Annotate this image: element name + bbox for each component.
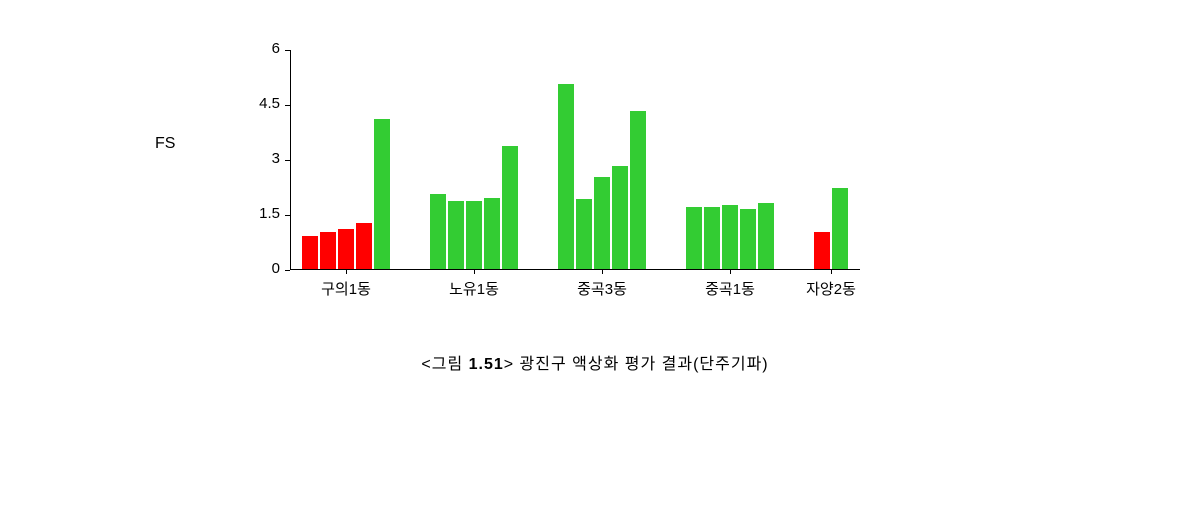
x-tick-mark [602, 269, 603, 274]
x-tick-mark [730, 269, 731, 274]
plot-area [290, 50, 860, 270]
bar [558, 84, 574, 269]
bar [630, 111, 646, 269]
x-group-label: 중곡1동 [690, 278, 770, 299]
bar [612, 166, 628, 269]
bar [302, 236, 318, 269]
x-tick-mark [346, 269, 347, 274]
bar [722, 205, 738, 269]
bar [704, 207, 720, 269]
y-tick-label: 0 [240, 260, 280, 277]
bar [356, 223, 372, 269]
caption-number: 1.51 [469, 356, 504, 373]
bar [594, 177, 610, 269]
bar [502, 146, 518, 269]
chart-container: 0 1.5 3 4.5 6 구의1동 노유1동 중곡3동 중곡1동 자양2동 [195, 40, 895, 300]
y-tick-mark [285, 270, 290, 271]
bar [320, 232, 336, 269]
x-group-label: 노유1동 [434, 278, 514, 299]
y-tick-label: 4.5 [240, 95, 280, 112]
bar [338, 229, 354, 269]
y-tick-mark [285, 105, 290, 106]
bar [576, 199, 592, 269]
x-group-label: 자양2동 [791, 278, 871, 299]
x-group-label: 구의1동 [306, 278, 386, 299]
y-tick-mark [285, 215, 290, 216]
y-tick-label: 3 [240, 150, 280, 167]
caption-suffix: > 광진구 액상화 평가 결과(단주기파) [504, 356, 769, 373]
y-tick-label: 1.5 [240, 205, 280, 222]
y-tick-mark [285, 50, 290, 51]
bar [740, 209, 756, 270]
bar [484, 198, 500, 270]
bar [758, 203, 774, 269]
caption-prefix: <그림 [421, 356, 468, 373]
bar [374, 119, 390, 269]
y-tick-label: 6 [240, 40, 280, 57]
x-tick-mark [831, 269, 832, 274]
bar [686, 207, 702, 269]
y-tick-mark [285, 160, 290, 161]
x-group-label: 중곡3동 [562, 278, 642, 299]
figure-caption: <그림 1.51> 광진구 액상화 평가 결과(단주기파) [0, 350, 1190, 374]
y-axis-label: FS [155, 135, 175, 153]
x-tick-mark [474, 269, 475, 274]
bar [430, 194, 446, 269]
bar [832, 188, 848, 269]
bar [448, 201, 464, 269]
bar [466, 201, 482, 269]
bar [814, 232, 830, 269]
